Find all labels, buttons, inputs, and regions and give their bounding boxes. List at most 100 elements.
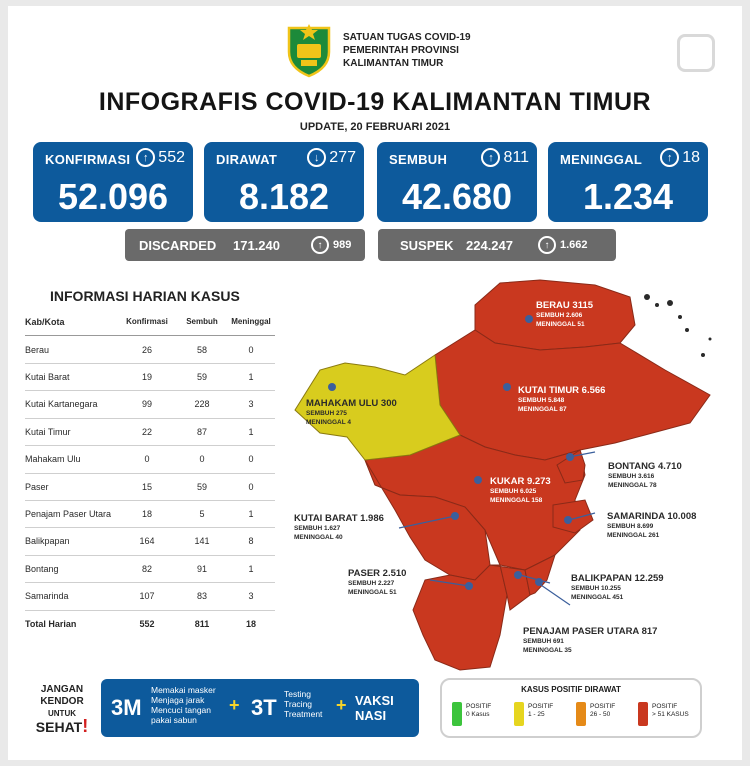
- stat-value: 52.096: [57, 176, 169, 217]
- suspek-label: SUSPEK: [400, 237, 454, 253]
- table-cell: 0: [248, 481, 254, 492]
- table-cell: 1: [248, 508, 254, 519]
- region-sembuh: SEMBUH 1.627: [294, 525, 341, 532]
- col-header: Konfirmasi: [126, 317, 168, 326]
- stat-delta-value: 277: [329, 148, 356, 166]
- region-name: MAHAKAM ULU 300: [306, 398, 397, 409]
- table-cell: 18: [245, 619, 256, 629]
- table-row: Penajam Paser Utara 18 5 1: [25, 500, 275, 529]
- org-line: SATUAN TUGAS COVID-19: [343, 32, 471, 43]
- slogan-line: SEHAT: [35, 719, 83, 735]
- table-title: INFORMASI HARIAN KASUS: [50, 288, 240, 304]
- region-markers: [328, 315, 574, 590]
- table-row: Kutai Barat 19 59 1: [25, 363, 275, 392]
- region-meninggal: MENINGGAL 87: [518, 406, 567, 413]
- exclamation-mark: !: [82, 716, 89, 736]
- legend-swatch: [576, 702, 586, 726]
- protocol-line: Menjaga jarak: [151, 695, 205, 705]
- plus-sign: +: [336, 695, 347, 715]
- table-cell: Kutai Timur: [25, 426, 71, 437]
- table-cell: 0: [199, 454, 205, 465]
- region-meninggal: MENINGGAL 35: [523, 647, 572, 654]
- region-meninggal: MENINGGAL 51: [348, 589, 397, 596]
- table-cell: Total Harian: [25, 619, 77, 629]
- table-cell: 1: [248, 371, 254, 382]
- table-cell: 1: [248, 563, 254, 574]
- protocol-line: Mencuci tangan: [151, 705, 212, 715]
- map-label-samarinda: SAMARINDA 10.008 SEMBUH 8.699 MENINGGAL …: [607, 511, 696, 540]
- table-cell: 82: [141, 563, 152, 574]
- table-cell: 811: [194, 619, 210, 629]
- table-cell: 0: [248, 344, 254, 355]
- protocol-3m-text: Memakai masker Menjaga jarak Mencuci tan…: [151, 685, 216, 725]
- protocol-3t: 3T: [251, 695, 277, 720]
- region-name: PENAJAM PASER UTARA 817: [523, 626, 658, 637]
- suspek-value: 224.247: [466, 237, 513, 253]
- table-cell: 58: [196, 344, 207, 355]
- table-cell: 99: [141, 399, 152, 410]
- region-sembuh: SEMBUH 2.227: [348, 580, 395, 587]
- legend-range: 26 - 50: [590, 711, 611, 718]
- region-meninggal: MENINGGAL 261: [607, 532, 660, 539]
- protocol-line: pakai sabun: [151, 715, 197, 725]
- stat-label: SEMBUH: [389, 152, 448, 167]
- legend-item: POSITIF > 51 KASUS: [638, 702, 696, 732]
- map-label-balikpapan: BALIKPAPAN 12.259 SEMBUH 10.255 MENINGGA…: [571, 573, 664, 602]
- stat-label: DIRAWAT: [216, 152, 278, 167]
- table-cell: 141: [194, 536, 210, 547]
- table-cell: 552: [139, 619, 155, 629]
- table-cell: Kutai Barat: [25, 371, 70, 382]
- map-label-berau: BERAU 3115 SEMBUH 2.606 MENINGGAL 51: [536, 300, 593, 329]
- slogan-sehat: SEHAT!: [28, 717, 96, 735]
- region-samarinda: [552, 499, 594, 534]
- slogan-line: UNTUK: [48, 709, 76, 718]
- org-line: KALIMANTAN TIMUR: [343, 58, 444, 69]
- arrow-up-icon: ↑: [660, 148, 680, 167]
- table-row: Berau 26 58 0: [25, 336, 275, 364]
- legend-range: > 51 KASUS: [652, 711, 689, 718]
- table-row: Balikpapan 164 141 8: [25, 528, 275, 556]
- discarded-label: DISCARDED: [139, 237, 217, 253]
- region-name: KUKAR 9.273: [490, 476, 551, 487]
- table-cell: 3: [248, 399, 254, 410]
- discarded-bar: DISCARDED 171.240 ↑ 989: [125, 229, 365, 261]
- region-balikpapan: [524, 554, 556, 596]
- stat-delta: ↑ 18: [660, 148, 700, 167]
- region-sembuh: SEMBUH 275: [306, 410, 347, 417]
- region-paser: [412, 564, 508, 671]
- stat-value: 42.680: [401, 176, 513, 217]
- table-cell: 0: [144, 454, 150, 465]
- legend-range: 0 Kasus: [466, 711, 490, 718]
- table-row: Samarinda 107 83 3: [25, 583, 275, 611]
- protocol-3m: 3M: [111, 695, 142, 720]
- legend-label: POSITIF: [590, 703, 616, 710]
- arrow-up-icon: ↑: [311, 236, 329, 254]
- stat-value: 1.234: [582, 176, 674, 217]
- stat-label: MENINGGAL: [560, 152, 643, 167]
- region-meninggal: MENINGGAL 40: [294, 534, 343, 541]
- stat-delta: ↓ 277: [307, 148, 356, 167]
- org-line: PEMERINTAH PROVINSI: [343, 45, 459, 56]
- table-cell: Kutai Kartanegara: [25, 399, 98, 410]
- arrow-up-icon: ↑: [481, 148, 501, 167]
- expand-icon[interactable]: [677, 34, 715, 72]
- table-cell: 87: [196, 426, 207, 437]
- table-cell: 59: [196, 371, 207, 382]
- region-meninggal: MENINGGAL 78: [608, 482, 657, 489]
- region-name: KUTAI BARAT 1.986: [294, 513, 384, 524]
- region-meninggal: MENINGGAL 451: [571, 594, 624, 601]
- map-label-ppu: PENAJAM PASER UTARA 817 SEMBUH 691 MENIN…: [523, 626, 657, 655]
- legend-swatch: [452, 702, 462, 726]
- stat-value: 8.182: [238, 176, 330, 217]
- legend-label: POSITIF: [528, 703, 554, 710]
- region-name: BONTANG 4.710: [608, 461, 682, 472]
- map-label-paser: PASER 2.510 SEMBUH 2.227 MENINGGAL 51: [348, 568, 406, 597]
- region-sembuh: SEMBUH 6.025: [490, 488, 537, 495]
- table-row: Paser 15 59 0: [25, 473, 275, 501]
- table-cell: Berau: [25, 344, 50, 355]
- discarded-value: 171.240: [233, 237, 280, 253]
- table-cell: 15: [141, 481, 152, 492]
- table-row: Kutai Timur 22 87 1: [25, 418, 275, 447]
- region-name: SAMARINDA 10.008: [607, 511, 697, 522]
- region-sembuh: SEMBUH 8.699: [607, 523, 654, 530]
